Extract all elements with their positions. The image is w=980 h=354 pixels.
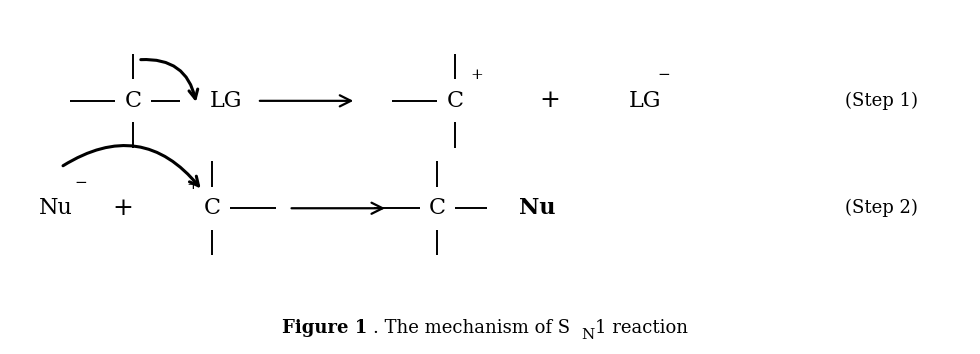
Text: +: + (186, 178, 199, 192)
Text: C: C (124, 90, 141, 112)
Text: −: − (658, 68, 670, 82)
Text: C: C (429, 197, 446, 219)
Text: +: + (539, 89, 560, 112)
Text: LG: LG (629, 90, 662, 112)
Text: LG: LG (210, 90, 242, 112)
Text: Nu: Nu (518, 197, 556, 219)
Text: C: C (204, 197, 221, 219)
Text: (Step 2): (Step 2) (845, 199, 918, 217)
Text: N: N (581, 328, 595, 342)
Text: (Step 1): (Step 1) (845, 92, 918, 110)
Text: 1 reaction: 1 reaction (595, 319, 688, 337)
Text: Figure 1: Figure 1 (282, 319, 368, 337)
Text: +: + (470, 68, 483, 82)
Text: C: C (447, 90, 464, 112)
Text: +: + (113, 197, 133, 220)
Text: Nu: Nu (39, 197, 73, 219)
Text: . The mechanism of S: . The mechanism of S (373, 319, 570, 337)
Text: −: − (74, 176, 87, 190)
